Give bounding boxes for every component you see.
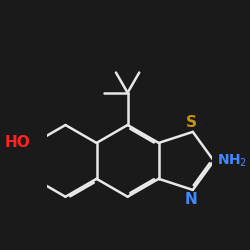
Text: NH$_2$: NH$_2$ bbox=[218, 153, 248, 169]
Text: HO: HO bbox=[4, 136, 30, 150]
Text: N: N bbox=[184, 192, 197, 207]
Text: S: S bbox=[186, 115, 196, 130]
